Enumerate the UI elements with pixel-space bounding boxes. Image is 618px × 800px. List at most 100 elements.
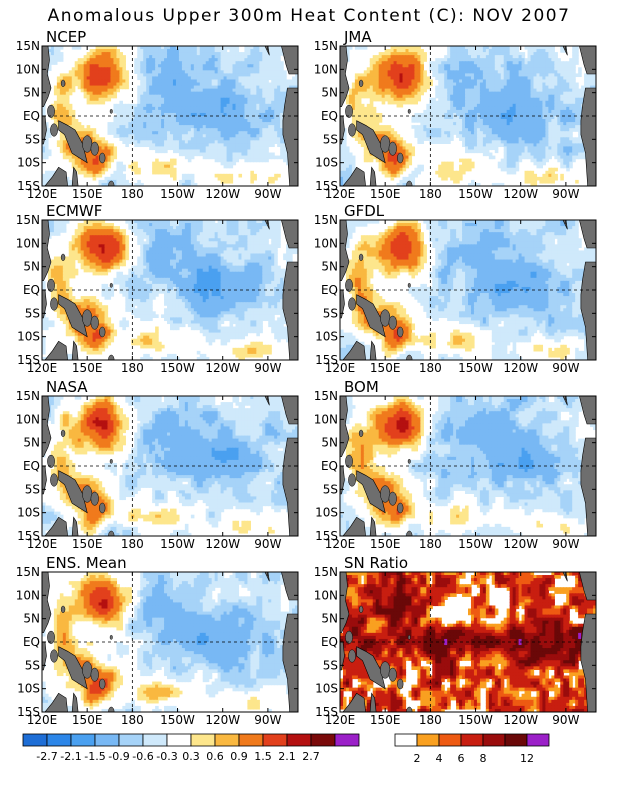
land-mask [42, 46, 298, 186]
x-tick-label: 120E [325, 537, 356, 551]
sn-colorbar-label: 8 [480, 752, 487, 765]
figure-title: Anomalous Upper 300m Heat Content (C): N… [0, 6, 618, 26]
x-tick-label: 120W [503, 537, 538, 551]
panel-title: SN Ratio [344, 554, 408, 572]
x-tick-label: 180 [419, 537, 442, 551]
x-tick-label: 120E [325, 187, 356, 201]
x-tick-label: 120E [325, 713, 356, 727]
y-tick-label: 10N [314, 588, 338, 602]
y-tick-label: 10N [314, 412, 338, 426]
sn-colorbar-swatch [482, 733, 506, 747]
anom-colorbar-swatch [46, 733, 72, 747]
y-tick-label: 10N [314, 236, 338, 250]
land-mask [340, 572, 596, 712]
x-tick-label: 180 [121, 537, 144, 551]
y-tick-label: 15S [315, 353, 338, 367]
y-tick-label: 15N [16, 565, 40, 579]
sn-colorbar-label: 6 [458, 752, 465, 765]
anom-colorbar-swatch [70, 733, 96, 747]
x-tick-label: 90W [552, 361, 579, 375]
y-tick-label: 15N [314, 39, 338, 53]
sn-colorbar-swatch [504, 733, 528, 747]
sn-colorbar-label: 12 [520, 752, 534, 765]
anom-colorbar-swatch [94, 733, 120, 747]
x-tick-label: 120E [27, 187, 58, 201]
anom-colorbar-label: 0.6 [206, 750, 224, 763]
anom-colorbar-label: 1.5 [254, 750, 272, 763]
x-tick-label: 150W [160, 187, 195, 201]
x-tick-label: 90W [254, 537, 281, 551]
x-tick-label: 90W [552, 187, 579, 201]
x-tick-label: 150E [370, 537, 401, 551]
y-tick-label: EQ [23, 109, 40, 123]
y-tick-label: EQ [321, 283, 338, 297]
y-tick-label: 10S [315, 682, 338, 696]
x-tick-label: 180 [419, 361, 442, 375]
anom-colorbar-swatch [118, 733, 144, 747]
y-tick-label: 10S [17, 682, 40, 696]
y-tick-label: 10N [314, 62, 338, 76]
x-tick-label: 120E [27, 361, 58, 375]
panel-title: ENS. Mean [46, 554, 127, 572]
y-tick-label: 10N [16, 588, 40, 602]
colorbars: -2.7 -2.1 -1.5 -0.9 -0.6 -0.3 0.3 0.6 0.9 1.5 2.1 2… [22, 733, 550, 765]
y-tick-label: 5S [323, 482, 338, 496]
x-tick-label: 150W [160, 537, 195, 551]
y-tick-label: 5S [323, 658, 338, 672]
y-tick-label: EQ [321, 459, 338, 473]
land-mask [42, 220, 298, 360]
y-tick-label: 5S [323, 306, 338, 320]
panel-title: ECMWF [46, 202, 102, 220]
field-cells [42, 572, 298, 712]
y-tick-label: 15N [16, 389, 40, 403]
anom-colorbar-label: -1.5 [84, 750, 105, 763]
y-tick-label: 10S [17, 330, 40, 344]
y-tick-label: 15S [315, 529, 338, 543]
x-tick-label: 90W [254, 361, 281, 375]
y-tick-label: 15N [16, 213, 40, 227]
anom-colorbar-swatch [214, 733, 240, 747]
x-tick-label: 150W [458, 361, 493, 375]
x-tick-label: 90W [254, 713, 281, 727]
sn-colorbar-swatch [416, 733, 440, 747]
land-mask [340, 396, 596, 536]
x-tick-label: 120W [503, 187, 538, 201]
y-tick-label: 5S [25, 132, 40, 146]
y-tick-label: 15S [315, 179, 338, 193]
x-tick-label: 180 [121, 713, 144, 727]
anom-colorbar-label: -0.9 [108, 750, 129, 763]
x-tick-label: 180 [419, 187, 442, 201]
y-tick-label: 5N [23, 436, 40, 450]
y-tick-label: 15S [17, 529, 40, 543]
anom-colorbar-label: -2.7 [36, 750, 57, 763]
x-tick-label: 120W [205, 361, 240, 375]
anom-colorbar-label: -2.1 [60, 750, 81, 763]
anom-colorbar-swatch [166, 733, 192, 747]
x-tick-label: 120W [503, 361, 538, 375]
anom-colorbar-swatch [310, 733, 336, 747]
sn-colorbar-swatch [460, 733, 484, 747]
panel-title: NCEP [46, 28, 86, 46]
x-tick-label: 150E [370, 713, 401, 727]
y-tick-label: 10S [315, 506, 338, 520]
anom-colorbar-label: -0.6 [132, 750, 153, 763]
panel-title: NASA [46, 378, 88, 396]
field-cells [340, 220, 596, 360]
x-tick-label: 150W [458, 537, 493, 551]
anom-colorbar-label: 0.3 [182, 750, 200, 763]
sn-colorbar-label: 4 [436, 752, 443, 765]
land-mask [42, 396, 298, 536]
y-tick-label: 15S [17, 179, 40, 193]
x-tick-label: 150E [72, 361, 103, 375]
y-tick-label: 5N [23, 612, 40, 626]
x-tick-label: 180 [419, 713, 442, 727]
y-tick-label: 10N [16, 412, 40, 426]
x-tick-label: 150E [72, 187, 103, 201]
